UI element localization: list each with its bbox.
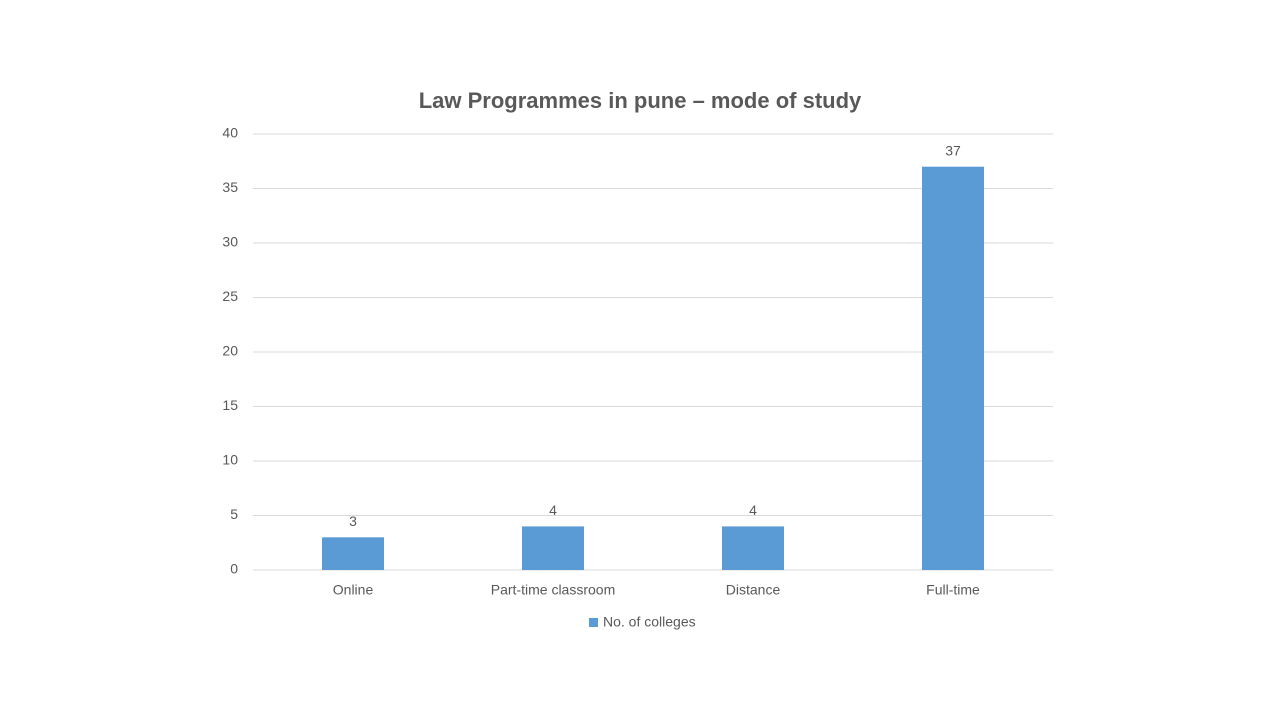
x-tick-label: Full-time xyxy=(926,582,980,598)
data-label: 4 xyxy=(549,502,557,518)
y-tick-label: 15 xyxy=(222,397,238,413)
data-label: 37 xyxy=(945,142,961,158)
data-label: 3 xyxy=(349,513,357,529)
y-tick-label: 40 xyxy=(222,125,238,141)
x-tick-label: Part-time classroom xyxy=(491,582,615,598)
legend-label: No. of colleges xyxy=(603,614,696,630)
chart-title: Law Programmes in pune – mode of study xyxy=(419,88,862,113)
y-tick-label: 30 xyxy=(222,234,238,250)
y-tick-label: 25 xyxy=(222,288,238,304)
x-tick-label: Distance xyxy=(726,582,781,598)
bar xyxy=(322,537,384,570)
x-tick-label: Online xyxy=(333,582,374,598)
y-tick-label: 35 xyxy=(222,179,238,195)
y-tick-label: 5 xyxy=(230,506,238,522)
y-tick-label: 10 xyxy=(222,452,238,468)
legend-swatch xyxy=(589,618,598,627)
bar xyxy=(922,166,984,570)
bar xyxy=(722,526,784,570)
y-tick-label: 20 xyxy=(222,343,238,359)
data-label: 4 xyxy=(749,502,757,518)
y-tick-label: 0 xyxy=(230,561,238,577)
bar xyxy=(522,526,584,570)
